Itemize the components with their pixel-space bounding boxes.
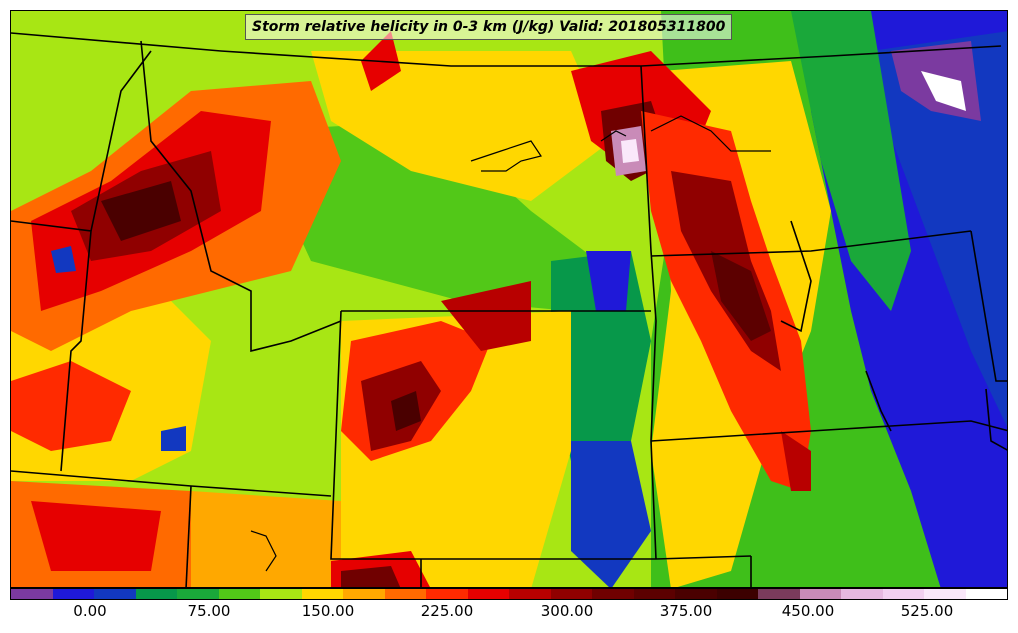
colorbar-segment <box>343 589 385 599</box>
colorbar-segment <box>426 589 468 599</box>
colorbar-tick-label: 525.00 <box>900 602 954 620</box>
colorbar-tick-label: 450.00 <box>781 602 835 620</box>
colorbar-segment <box>965 589 1007 599</box>
colorbar-segment <box>799 589 841 599</box>
colorbar-segment <box>758 589 800 599</box>
colorbar-segment <box>11 589 53 599</box>
helicity-colorbar <box>10 588 1008 600</box>
colorbar-segment <box>550 589 592 599</box>
map-canvas <box>11 11 1007 587</box>
helicity-map <box>10 10 1008 588</box>
colorbar-tick-label: 225.00 <box>420 602 474 620</box>
colorbar-segment <box>924 589 966 599</box>
colorbar-segment <box>384 589 426 599</box>
colorbar-tick-label: 75.00 <box>187 602 231 620</box>
colorbar-segment <box>841 589 883 599</box>
colorbar-segment <box>301 589 343 599</box>
colorbar-segment <box>467 589 509 599</box>
colorbar-segment <box>177 589 219 599</box>
colorbar-segment <box>218 589 260 599</box>
colorbar-tick-label: 300.00 <box>540 602 594 620</box>
colorbar-tick-label: 0.00 <box>73 602 107 620</box>
colorbar-segment <box>52 589 94 599</box>
colorbar-tick-label: 375.00 <box>659 602 713 620</box>
map-title: Storm relative helicity in 0-3 km (J/kg)… <box>245 14 733 40</box>
colorbar-segment <box>94 589 136 599</box>
colorbar-segment <box>135 589 177 599</box>
colorbar-tick-label: 150.00 <box>301 602 355 620</box>
colorbar-segment <box>675 589 717 599</box>
colorbar-segment <box>716 589 758 599</box>
colorbar-tick-labels: 0.00 75.00 150.00 225.00 300.00 375.00 450.00 5… <box>0 602 1018 626</box>
colorbar-segment <box>592 589 634 599</box>
colorbar-segment <box>509 589 551 599</box>
colorbar-segment <box>882 589 924 599</box>
colorbar-segment <box>260 589 302 599</box>
colorbar-segment <box>633 589 675 599</box>
